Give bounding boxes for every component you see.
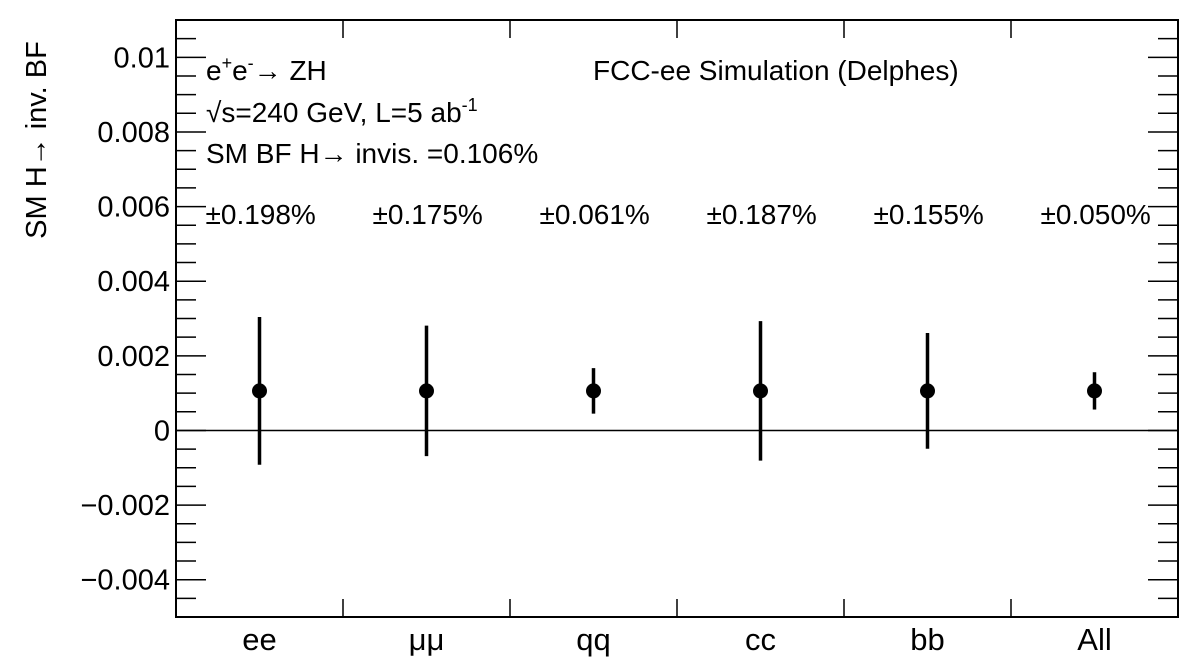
- y-axis-ticks: −0.004 −0.002 0 0.002 0.004 0.006 0.008 0.01: [80, 19, 1178, 618]
- error-label: ±0.187%: [707, 199, 817, 230]
- category-label: qq: [576, 622, 610, 657]
- category-label: All: [1077, 622, 1111, 657]
- data-point-5: [1087, 383, 1102, 399]
- data-point-0: [252, 383, 267, 399]
- category-label: cc: [745, 622, 776, 657]
- y-tick-label: 0.002: [97, 341, 170, 373]
- y-tick-label: 0.008: [97, 117, 170, 149]
- error-label: ±0.050%: [1041, 199, 1151, 230]
- error-labels: ±0.198% ±0.175% ±0.061% ±0.187% ±0.155% ±0.05…: [206, 199, 1151, 230]
- energy-luminosity-annotation: √s=240 GeV, L=5 ab-1: [206, 95, 478, 128]
- y-tick-label: −0.004: [80, 565, 170, 597]
- error-label: ±0.155%: [874, 199, 984, 230]
- y-tick-label: 0.01: [114, 42, 170, 74]
- category-label: ee: [242, 622, 276, 657]
- experiment-label: FCC-ee Simulation (Delphes): [593, 55, 959, 86]
- plot-frame: [175, 19, 1179, 618]
- data-points: [252, 317, 1102, 465]
- y-tick-label: 0: [154, 415, 170, 447]
- y-tick-label: 0.006: [97, 192, 170, 224]
- data-point-1: [419, 383, 434, 399]
- data-point-4: [920, 383, 935, 399]
- y-axis-label: SM H→ inv. BF: [21, 41, 53, 239]
- y-tick-label: 0.004: [97, 266, 170, 298]
- category-label: μμ: [409, 622, 445, 657]
- error-label: ±0.175%: [373, 199, 483, 230]
- y-tick-label: −0.002: [80, 490, 170, 522]
- x-axis-ticks: [342, 20, 1012, 617]
- error-label: ±0.198%: [206, 199, 316, 230]
- process-annotation: e+e-→ ZH: [206, 53, 327, 86]
- error-label: ±0.061%: [540, 199, 650, 230]
- category-label: bb: [910, 622, 944, 657]
- sm-bf-annotation: SM BF H→ invis. =0.106%: [206, 138, 538, 169]
- x-axis-labels: ee μμ qq cc bb All: [242, 622, 1111, 657]
- data-point-3: [753, 383, 768, 399]
- data-point-2: [586, 383, 601, 399]
